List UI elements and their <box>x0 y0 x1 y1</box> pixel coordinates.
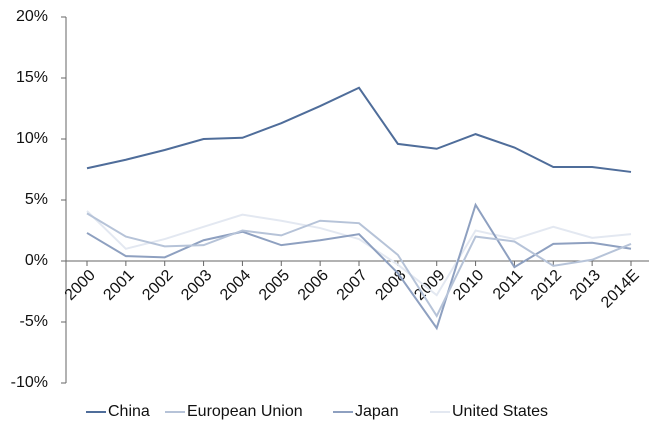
y-tick-label: -5% <box>20 313 48 330</box>
x-tick-label: 2011 <box>490 267 526 303</box>
x-tick-label: 2000 <box>62 267 99 304</box>
series-line <box>86 86 632 173</box>
legend-label: Japan <box>355 403 399 420</box>
y-tick-label: 5% <box>25 191 48 208</box>
x-tick-label: 2005 <box>256 267 293 304</box>
x-tick-label: 2010 <box>450 267 487 304</box>
legend-label: United States <box>452 403 548 420</box>
series-line <box>86 210 632 297</box>
x-tick-label: 2006 <box>295 267 332 304</box>
x-tick-label: 2012 <box>528 267 565 304</box>
y-tick-label: 15% <box>16 69 48 86</box>
series-line <box>86 212 632 318</box>
y-tick-label: 20% <box>16 8 48 25</box>
x-tick-label: 2007 <box>334 267 371 304</box>
y-tick-label: -10% <box>11 374 48 391</box>
x-tick-label: 2003 <box>178 267 215 304</box>
legend-label: China <box>108 403 150 420</box>
y-tick-label: 0% <box>25 252 48 269</box>
x-tick-label: 2004 <box>217 267 254 304</box>
x-tick-label: 2014E <box>598 267 643 312</box>
x-tick-label: 2002 <box>139 267 176 304</box>
x-tick-label: 2001 <box>100 267 137 304</box>
legend-label: European Union <box>187 403 303 420</box>
x-tick-label: 2008 <box>372 267 409 304</box>
y-tick-label: 10% <box>16 130 48 147</box>
series-line <box>86 202 632 331</box>
